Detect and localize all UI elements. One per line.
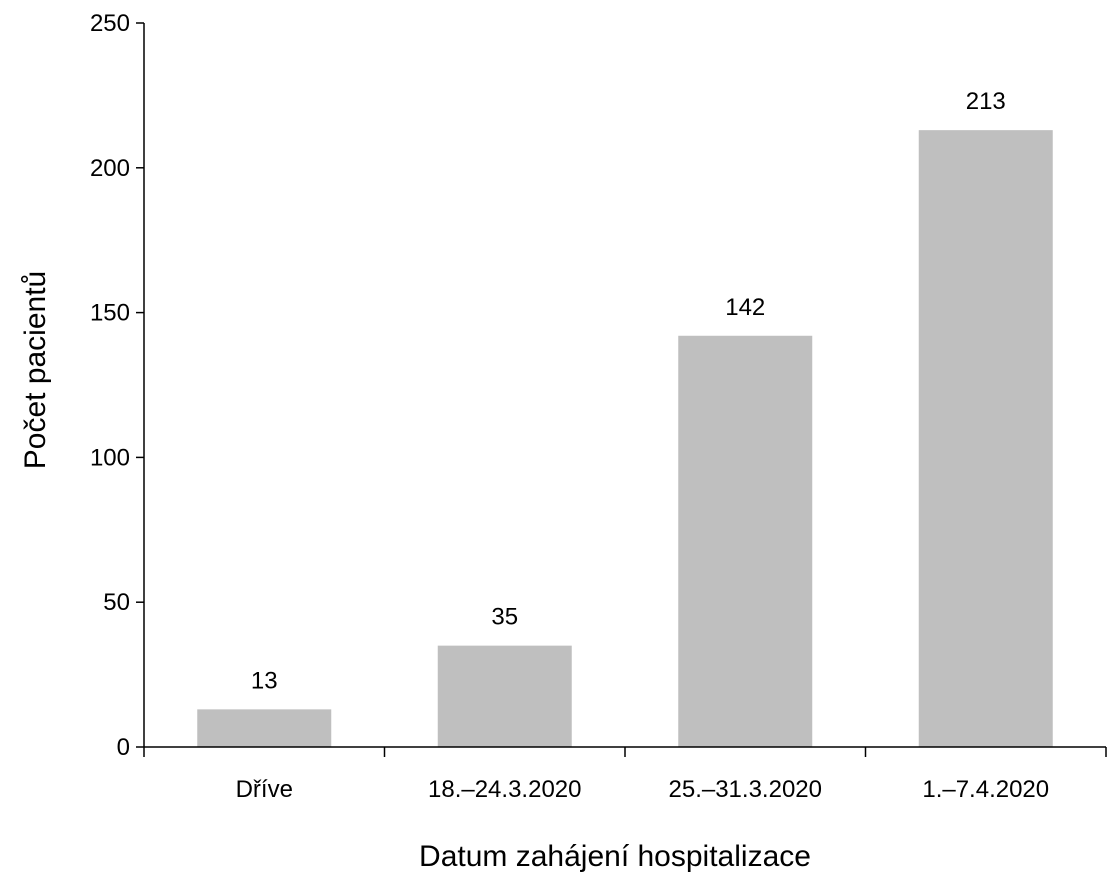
y-tick-label: 50 [103, 589, 130, 616]
bar [197, 709, 332, 747]
bar [678, 335, 813, 747]
bar-data-label: 35 [491, 604, 518, 631]
y-axis-title: Počet pacientů [19, 271, 52, 469]
x-axis-title: Datum zahájení hospitalizace [419, 840, 811, 873]
bar-data-label: 13 [251, 667, 278, 694]
y-tick-label: 150 [90, 300, 130, 327]
y-tick-label: 0 [117, 734, 130, 761]
bar [437, 645, 572, 747]
x-category-label: 18.–24.3.2020 [428, 776, 581, 803]
bar [918, 130, 1053, 748]
y-tick-label: 100 [90, 444, 130, 471]
ticks-layer [136, 22, 1107, 757]
y-tick-label: 200 [90, 155, 130, 182]
y-tick-label: 250 [90, 10, 130, 37]
x-category-label: Dříve [236, 776, 293, 803]
x-category-label: 25.–31.3.2020 [669, 776, 822, 803]
labels-layer: 0 50 100 150 200 250 13 Dříve 35 18.–24.3.2020 142… [90, 10, 1049, 803]
x-category-label: 1.–7.4.2020 [922, 776, 1049, 803]
bar-data-label: 213 [966, 88, 1006, 115]
bars-layer [197, 130, 1053, 748]
bar-data-label: 142 [725, 294, 765, 321]
